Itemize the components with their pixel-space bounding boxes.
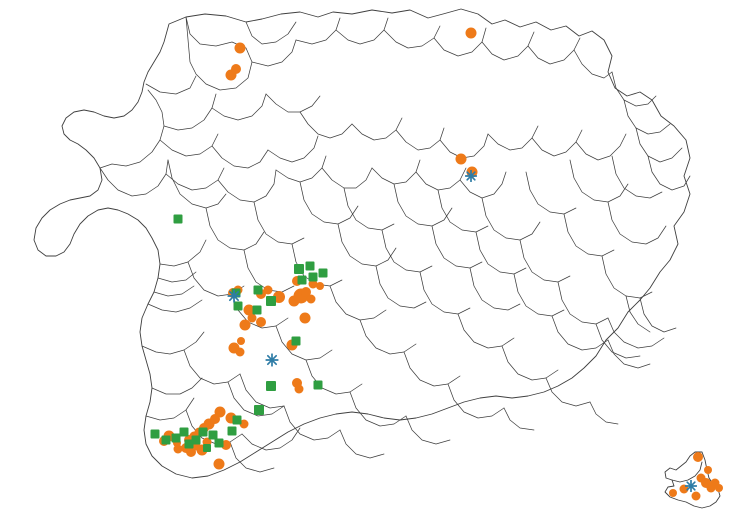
dept-border-c5 [343, 187, 395, 231]
dept-border-c3 [253, 201, 305, 245]
dept-border-sw13 [153, 285, 195, 297]
dept-border-s15 [229, 441, 275, 473]
dept-border-loire8 [395, 127, 445, 151]
dept-border-sw16 [275, 325, 333, 361]
dept-border-c4 [299, 181, 359, 225]
dept-border-sw18 [375, 265, 427, 309]
dept-border-s23 [545, 377, 591, 407]
dept-border-loire4 [267, 135, 319, 163]
dept-border-bretagne8 [165, 167, 225, 191]
dept-border-s18 [339, 429, 385, 459]
dept-border-c11 [611, 155, 663, 199]
dept-border-sw20 [469, 267, 521, 311]
dept-border-loire2 [265, 93, 321, 113]
dept-border-s20 [405, 415, 451, 445]
dept-border-s22 [503, 407, 535, 431]
dept-border-sw7 [381, 229, 433, 273]
dept-border-s12 [145, 397, 195, 421]
dept-border-sw17 [329, 285, 387, 321]
dept-border-s3 [227, 381, 285, 417]
dept-border-sw21 [513, 273, 565, 317]
dept-border-c8 [481, 197, 541, 241]
dept-border-centre2 [415, 167, 467, 191]
dept-border-loire3 [299, 111, 353, 139]
dept-border-bretagne5 [159, 133, 219, 157]
dept-border-est3 [611, 71, 657, 107]
dept-border-s1 [141, 331, 205, 355]
dept-border-c10 [569, 159, 629, 203]
dept-border-sw9 [475, 231, 527, 275]
dept-border-s16 [241, 427, 301, 451]
dept-border-sw11 [563, 213, 615, 257]
dept-border-c6 [393, 183, 453, 227]
dept-border-c7 [437, 189, 489, 233]
dept-border-est5 [635, 127, 683, 163]
dept-border-sw12 [607, 201, 667, 245]
dept-border-bretagne7 [99, 159, 169, 197]
dept-border-c2 [205, 207, 265, 251]
dept-border-s8 [457, 313, 515, 349]
dept-border-c1 [167, 159, 227, 209]
dept-border-s11 [595, 323, 641, 359]
dept-border-est2 [575, 133, 627, 161]
dept-border-s21 [447, 383, 505, 419]
dept-border-se4 [607, 339, 651, 369]
dept-border-n10 [573, 49, 613, 79]
dept-border-loire5 [275, 155, 327, 183]
dept-border-centre4 [487, 125, 539, 151]
dept-border-s4 [239, 373, 285, 409]
dept-border-sw23 [601, 255, 653, 299]
dept-border-loire7 [351, 117, 403, 141]
dept-border-sw10 [519, 239, 571, 283]
dept-border-s9 [501, 345, 559, 381]
dept-border-centre1 [371, 159, 421, 185]
dept-border-bretagne3 [163, 93, 217, 131]
dept-border-s7 [403, 351, 461, 387]
dept-border-sw19 [419, 271, 471, 315]
dept-border-n8 [481, 31, 535, 61]
dept-border-n5 [335, 17, 389, 45]
dept-border-s19 [349, 391, 407, 427]
dept-border-bretagne6 [211, 145, 269, 169]
dept-border-bretagne4 [211, 93, 267, 121]
dept-border-bretagne1 [145, 75, 197, 95]
dept-border-centre3 [459, 171, 507, 199]
dept-border-est1 [531, 129, 583, 157]
dept-border-se2 [625, 295, 651, 333]
dept-border-s13 [151, 377, 203, 395]
dept-border-est6 [647, 155, 691, 191]
dept-border-est4 [623, 99, 671, 135]
france-outline [33, 8, 691, 479]
dept-border-sw15 [147, 299, 203, 313]
dept-border-c9 [525, 171, 577, 215]
dept-border-s10 [551, 315, 609, 351]
dept-border-loire9 [439, 133, 489, 159]
dept-border-se3 [607, 317, 665, 349]
dept-border-sw14 [157, 271, 197, 283]
dept-border-n4 [295, 17, 341, 45]
dept-border-n7 [433, 27, 487, 57]
dept-border-n1 [185, 16, 253, 91]
dept-border-n2 [245, 21, 297, 45]
corsica-dept-border [671, 461, 703, 483]
dept-border-loire6 [321, 167, 373, 189]
dept-border-se1 [639, 297, 677, 333]
dept-border-n3 [251, 39, 297, 67]
dept-border-bretagne2 [99, 89, 165, 169]
dept-border-sw6 [337, 223, 397, 267]
dept-border-s2 [183, 349, 241, 385]
dept-border-se5 [589, 401, 619, 425]
dept-border-s6 [359, 319, 417, 355]
dept-border-n6 [383, 25, 441, 49]
dept-border-sw22 [557, 281, 609, 325]
dept-border-s5 [305, 359, 363, 395]
dept-border-sw8 [431, 225, 483, 269]
dept-border-n9 [527, 37, 581, 65]
dept-border-s17 [283, 405, 341, 441]
